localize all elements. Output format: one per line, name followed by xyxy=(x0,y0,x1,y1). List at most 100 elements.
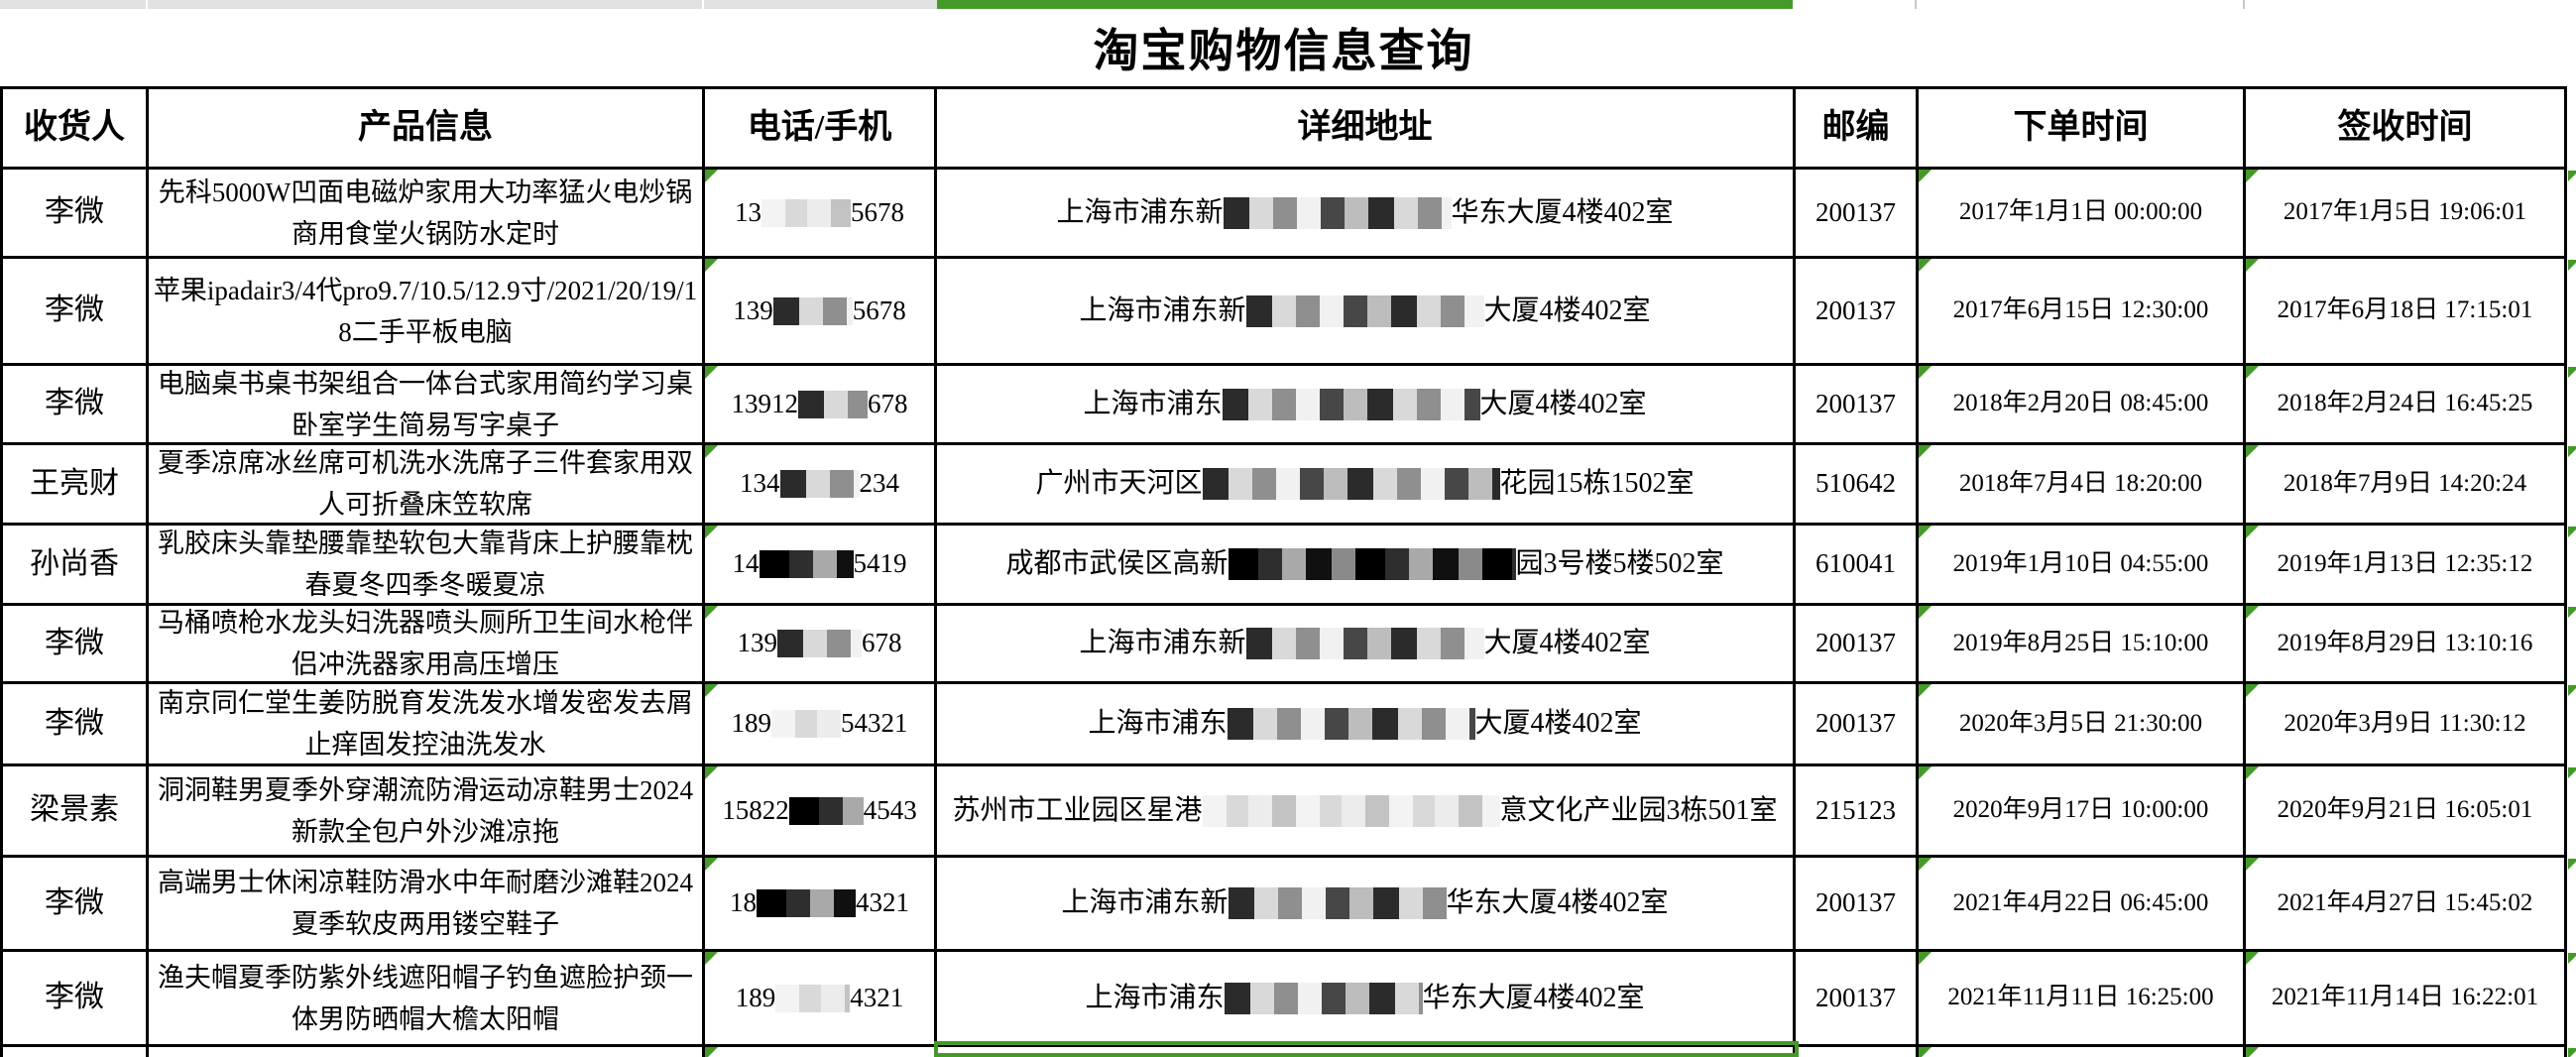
cell-product-info[interactable]: 南京同仁堂生姜防脱育发洗发水增发密发去屑止痒固发控油洗发水 xyxy=(149,684,705,766)
header-cell-5[interactable]: 下单时间 xyxy=(1919,89,2246,170)
cell-order-time[interactable]: 2017年1月1日 00:00:00 xyxy=(1919,170,2246,259)
cell-order-time[interactable]: 2021年11月11日 16:25:00 xyxy=(1919,952,2246,1047)
cell-product-info[interactable]: 高端男士休闲凉鞋防滑水中年耐磨沙滩鞋2024夏季软皮两用镂空鞋子 xyxy=(149,858,705,952)
cell-product-info[interactable]: 洞洞鞋男夏季外穿潮流防滑运动凉鞋男士2024新款全包户外沙滩凉拖 xyxy=(149,766,705,858)
cell-order-time[interactable]: 2018年7月4日 18:20:00 xyxy=(1919,445,2246,526)
cell-address[interactable]: 成都市武侯区高新 园3号楼5楼502室 xyxy=(937,526,1796,606)
cell-address[interactable]: 上海市浦东 大厦4楼402室 xyxy=(937,684,1796,766)
cell-phone[interactable]: 189 54321 xyxy=(705,684,937,766)
cell-order-time[interactable]: 2019年1月10日 04:55:00 xyxy=(1919,526,2246,606)
cell-phone[interactable]: 13912 678 xyxy=(705,366,937,445)
visible-text: 678 xyxy=(862,628,902,658)
cell-recipient[interactable]: 李微 xyxy=(3,858,149,952)
cell-recipient[interactable]: 王亮财 xyxy=(3,445,149,526)
cell-product-info[interactable]: 马桶喷枪水龙头妇洗器喷头厕所卫生间水枪伴侣冲洗器家用高压增压 xyxy=(149,606,705,684)
top-strip-gridline xyxy=(1915,0,1917,9)
cell-order-time[interactable]: 2021年4月22日 06:45:00 xyxy=(1919,858,2246,952)
cell-sign-time[interactable]: 2019年8月29日 13:10:16 xyxy=(2246,606,2567,684)
cell-product-info[interactable]: 先科5000W凹面电磁炉家用大功率猛火电炒锅商用食堂火锅防水定时 xyxy=(149,170,705,259)
cell-sign-time[interactable]: 2017年1月5日 19:06:01 xyxy=(2246,170,2567,259)
cell-zipcode[interactable]: 200137 xyxy=(1796,684,1919,766)
partial-cell[interactable] xyxy=(705,1047,937,1057)
cell-order-time[interactable]: 2020年3月5日 21:30:00 xyxy=(1919,684,2246,766)
cell-address[interactable]: 上海市浦东新 华东大厦4楼402室 xyxy=(937,858,1796,952)
partial-cell[interactable] xyxy=(1919,1047,2246,1057)
cell-recipient[interactable]: 李微 xyxy=(3,606,149,684)
redaction-mosaic xyxy=(788,796,864,825)
cell-phone[interactable]: 15822 4543 xyxy=(705,766,937,858)
error-triangle-icon xyxy=(705,766,718,779)
cell-address[interactable]: 上海市浦东新 华东大厦4楼402室 xyxy=(937,170,1796,259)
cell-recipient[interactable]: 李微 xyxy=(3,170,149,259)
cell-address[interactable]: 苏州市工业园区星港 意文化产业园3栋501室 xyxy=(937,766,1796,858)
cell-product-info[interactable]: 夏季凉席冰丝席可机洗水洗席子三件套家用双人可折叠床笠软席 xyxy=(149,445,705,526)
cell-phone[interactable]: 14 5419 xyxy=(705,526,937,606)
cell-sign-time[interactable]: 2020年9月21日 16:05:01 xyxy=(2246,766,2567,858)
cell-product-info[interactable]: 渔夫帽夏季防紫外线遮阳帽子钓鱼遮脸护颈一体男防晒帽大檐太阳帽 xyxy=(149,952,705,1047)
cell-zipcode[interactable]: 200137 xyxy=(1796,259,1919,366)
top-strip-selected-column-highlight xyxy=(937,0,1793,9)
partial-cell[interactable] xyxy=(2246,1047,2567,1057)
header-cell-1[interactable]: 产品信息 xyxy=(149,89,705,170)
redaction-mosaic xyxy=(777,630,862,657)
cell-sign-time[interactable]: 2020年3月9日 11:30:12 xyxy=(2246,684,2567,766)
visible-text: 上海市浦东 xyxy=(1083,388,1223,419)
cell-sign-time[interactable]: 2021年11月14日 16:22:01 xyxy=(2246,952,2567,1047)
cell-sign-time[interactable]: 2021年4月27日 15:45:02 xyxy=(2246,858,2567,952)
cell-order-time[interactable]: 2020年9月17日 10:00:00 xyxy=(1919,766,2246,858)
cell-address[interactable]: 上海市浦东新 大厦4楼402室 xyxy=(937,606,1796,684)
cell-product-info[interactable]: 电脑桌书桌书架组合一体台式家用简约学习桌卧室学生简易写字桌子 xyxy=(149,366,705,445)
cell-product-info[interactable]: 乳胶床头靠垫腰靠垫软包大靠背床上护腰靠枕春夏冬四季冬暖夏凉 xyxy=(149,526,705,606)
partial-cell[interactable] xyxy=(937,1047,1796,1057)
cell-zipcode[interactable]: 200137 xyxy=(1796,858,1919,952)
cell-zipcode[interactable]: 510642 xyxy=(1796,445,1919,526)
cell-phone[interactable]: 139 678 xyxy=(705,606,937,684)
partial-cell[interactable] xyxy=(1796,1047,1919,1057)
cell-address[interactable]: 上海市浦东 华东大厦4楼402室 xyxy=(937,952,1796,1047)
header-cell-3[interactable]: 详细地址 xyxy=(937,89,1796,170)
header-cell-6[interactable]: 签收时间 xyxy=(2246,89,2567,170)
cell-order-time[interactable]: 2018年2月20日 08:45:00 xyxy=(1919,366,2246,445)
cell-zipcode[interactable]: 200137 xyxy=(1796,366,1919,445)
cell-zipcode[interactable]: 200137 xyxy=(1796,170,1919,259)
cell-sign-time[interactable]: 2017年6月18日 17:15:01 xyxy=(2246,259,2567,366)
error-triangle-icon xyxy=(2246,858,2259,871)
cell-zipcode[interactable]: 200137 xyxy=(1796,606,1919,684)
cell-sign-time[interactable]: 2019年1月13日 12:35:12 xyxy=(2246,526,2567,606)
cell-product-info[interactable]: 苹果ipadair3/4代pro9.7/10.5/12.9寸/2021/20/1… xyxy=(149,259,705,366)
cell-phone[interactable]: 13 5678 xyxy=(705,170,937,259)
cell-recipient[interactable]: 李微 xyxy=(3,684,149,766)
partial-cell[interactable] xyxy=(149,1047,705,1057)
cell-address[interactable]: 广州市天河区 花园15栋1502室 xyxy=(937,445,1796,526)
cell-phone[interactable]: 18 4321 xyxy=(705,858,937,952)
error-triangle-icon xyxy=(1919,259,1932,272)
header-cell-0[interactable]: 收货人 xyxy=(3,89,149,170)
cell-recipient[interactable]: 李微 xyxy=(3,259,149,366)
header-cell-2[interactable]: 电话/手机 xyxy=(705,89,937,170)
visible-text: 大厦4楼402室 xyxy=(1474,708,1642,740)
cell-recipient[interactable]: 孙尚香 xyxy=(3,526,149,606)
cell-order-time[interactable]: 2017年6月15日 12:30:00 xyxy=(1919,259,2246,366)
cell-address[interactable]: 上海市浦东新 大厦4楼402室 xyxy=(937,259,1796,366)
cell-sign-time[interactable]: 2018年2月24日 16:45:25 xyxy=(2246,366,2567,445)
cell-phone[interactable]: 134 234 xyxy=(705,445,937,526)
cell-recipient[interactable]: 李微 xyxy=(3,952,149,1047)
cell-order-time[interactable]: 2019年8月25日 15:10:00 xyxy=(1919,606,2246,684)
cell-zipcode[interactable]: 215123 xyxy=(1796,766,1919,858)
cell-zipcode[interactable]: 610041 xyxy=(1796,526,1919,606)
redaction-mosaic xyxy=(1222,388,1480,420)
error-triangle-icon xyxy=(2568,767,2576,778)
header-cell-4[interactable]: 邮编 xyxy=(1796,89,1919,170)
visible-text: 园3号楼5楼502室 xyxy=(1515,548,1724,580)
page-title[interactable]: 淘宝购物信息查询 xyxy=(1093,25,1474,76)
cell-phone[interactable]: 189 4321 xyxy=(705,952,937,1047)
cell-recipient[interactable]: 梁景素 xyxy=(3,766,149,858)
cell-recipient[interactable]: 李微 xyxy=(3,366,149,445)
cell-sign-time[interactable]: 2018年7月9日 14:20:24 xyxy=(2246,445,2567,526)
partial-cell[interactable] xyxy=(3,1047,149,1057)
visible-text: 234 xyxy=(859,468,900,499)
cell-phone[interactable]: 139 5678 xyxy=(705,259,937,366)
cell-zipcode[interactable]: 200137 xyxy=(1796,952,1919,1047)
error-triangle-icon xyxy=(1919,766,1932,779)
cell-address[interactable]: 上海市浦东 大厦4楼402室 xyxy=(937,366,1796,445)
